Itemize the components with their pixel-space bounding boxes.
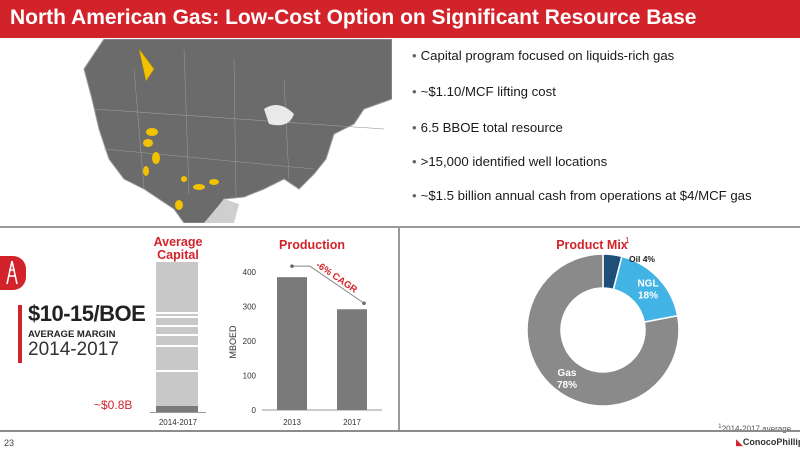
footnote: 12014-2017 average. — [718, 423, 793, 434]
page-title: North American Gas: Low-Cost Option on S… — [10, 6, 697, 29]
product-mix-label-value: 18% — [638, 291, 658, 302]
capital-segment-divider — [156, 311, 198, 314]
production-y-tick-label: 400 — [243, 268, 257, 277]
logo-text: ConocoPhillips — [742, 437, 800, 447]
capital-chart-title: Average Capital — [153, 235, 203, 262]
production-bar — [337, 309, 367, 410]
product-mix-label-value: 78% — [557, 380, 577, 391]
capital-segment-divider — [156, 316, 198, 318]
margin-label: AVERAGE MARGIN — [28, 329, 116, 340]
product-mix-label: Oil 4% — [629, 254, 655, 264]
bullet-text: >15,000 identified well locations — [420, 154, 608, 169]
production-chart-title: Production — [279, 238, 345, 252]
bullet-item: • 6.5 BBOE total resource — [412, 120, 563, 135]
production-x-tick-label: 2017 — [343, 418, 361, 427]
bullet-item: • >15,000 identified well locations — [412, 154, 607, 169]
capital-annotation: ~$0.8B — [94, 398, 133, 412]
bullet-dot: • — [412, 154, 417, 169]
production-x-labels: 2013 2017 — [283, 418, 361, 427]
bullet-item: • ~$1.5 billion annual cash from operatio… — [412, 188, 752, 203]
page-number: 23 — [4, 438, 15, 448]
capital-x-axis — [150, 412, 206, 413]
section-divider-horizontal — [0, 226, 800, 228]
capital-base-segment — [156, 406, 198, 412]
cagr-line — [309, 265, 365, 304]
map-svg — [64, 39, 392, 223]
bullet-text: ~$1.10/MCF lifting cost — [420, 84, 556, 99]
bullet-text: ~$1.5 billion annual cash from operation… — [420, 188, 752, 203]
bullet-item: • Capital program focused on liquids-rich… — [412, 48, 674, 63]
footer-divider — [0, 430, 800, 432]
north-america-map — [64, 39, 392, 223]
product-mix-slices — [526, 253, 680, 407]
production-x-tick-label: 2013 — [283, 418, 301, 427]
footnote-mark: 1 — [718, 423, 722, 430]
bullet-dot: • — [412, 48, 417, 63]
product-mix-title: Product Mix — [556, 238, 628, 252]
cagr-marker — [290, 264, 294, 268]
capital-segment-divider — [156, 334, 198, 336]
margin-accent-bar — [18, 305, 22, 363]
bullet-dot: • — [412, 188, 417, 203]
product-mix-label: Gas — [558, 368, 577, 379]
product-mix-title-superscript: 1 — [625, 236, 630, 245]
production-y-tick-label: 100 — [243, 372, 257, 381]
capital-segment-divider — [156, 325, 198, 327]
logo-mark-icon: ◣ — [736, 437, 743, 447]
product-mix-label: NGL — [637, 279, 658, 290]
production-y-tick-label: 200 — [243, 337, 257, 346]
section-divider-vertical — [398, 228, 400, 430]
margin-years: 2014-2017 — [28, 339, 119, 360]
bullet-dot: • — [412, 84, 417, 99]
oil-rig-icon — [0, 256, 26, 290]
production-y-tick-label: 300 — [243, 303, 257, 312]
production-y-tick-label: 0 — [252, 406, 257, 415]
bullet-item: • ~$1.10/MCF lifting cost — [412, 84, 556, 99]
cagr-marker — [362, 301, 366, 306]
margin-value: $10-15/BOE — [28, 301, 146, 326]
title-bar: North American Gas: Low-Cost Option on S… — [0, 0, 800, 38]
bullet-text: Capital program focused on liquids-rich … — [420, 48, 675, 63]
production-y-axis-label: MBOED — [228, 325, 238, 359]
capital-stacked-column — [156, 262, 198, 412]
production-bar — [277, 277, 307, 410]
capital-x-tick-label: 2014-2017 — [158, 418, 198, 427]
product-mix-slice — [526, 253, 680, 407]
oil-rig-icon-svg — [6, 260, 18, 285]
bullet-text: 6.5 BBOE total resource — [420, 120, 563, 135]
footnote-text: 2014-2017 average. — [722, 425, 794, 434]
bullet-dot: • — [412, 120, 417, 135]
company-logo: ◣ConocoPhillips — [736, 437, 800, 448]
production-bars — [277, 277, 367, 410]
capital-segment-divider — [156, 344, 198, 347]
capital-segment-divider — [156, 370, 198, 372]
